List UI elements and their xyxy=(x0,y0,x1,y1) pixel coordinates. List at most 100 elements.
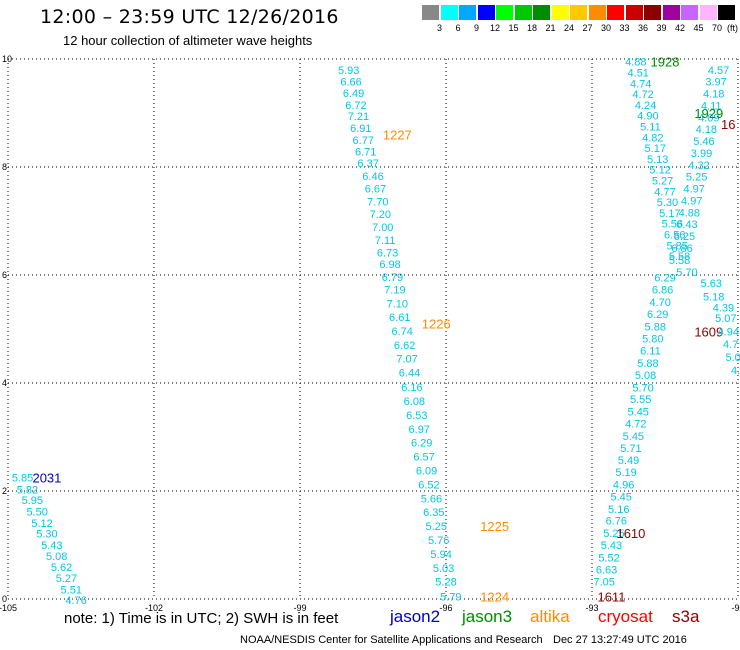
swh-value: 5.25 xyxy=(426,521,447,533)
legend-swatch xyxy=(662,5,680,20)
generation-timestamp: Dec 27 13:27:49 UTC 2016 xyxy=(553,634,687,646)
swh-value: 6.61 xyxy=(389,312,410,324)
legend-swatch-label: 18 xyxy=(526,23,537,33)
swh-value: 6.63 xyxy=(596,564,617,576)
lat-tick-label: 6 xyxy=(2,270,7,280)
swh-value: 6.29 xyxy=(647,309,668,321)
swh-value: 5.55 xyxy=(630,394,651,406)
swh-value: 4.11 xyxy=(701,100,722,112)
lon-tick-label: -105 xyxy=(0,603,17,613)
legend-unit-label: (ft) xyxy=(727,23,738,33)
swh-value: 5.45 xyxy=(628,407,649,419)
legend-swatch xyxy=(718,5,735,20)
swh-value: 6.44 xyxy=(399,368,420,380)
pass-time-label: 1227 xyxy=(383,128,412,143)
swh-value: 5.88 xyxy=(637,358,658,370)
satellite-legend-cryosat: cryosat xyxy=(598,607,653,626)
track-s3a: 4.395.07 4.944.75.04. 5.63 5.18 16 xyxy=(701,117,740,377)
legend-swatch-label: 42 xyxy=(674,23,685,33)
swh-value: 4.7 xyxy=(723,339,738,351)
swh-value: 6.98 xyxy=(379,259,400,271)
track-altika: 5.94 5.03 5.28 5.79 1224 xyxy=(430,549,509,604)
legend-swatch-label: 24 xyxy=(563,23,574,33)
swh-value: 7.20 xyxy=(370,209,391,221)
lat-tick-label: 8 xyxy=(2,162,7,172)
swh-value: 5.30 xyxy=(36,529,57,541)
legend-swatch-label: 6 xyxy=(455,23,461,33)
swh-value: 4. xyxy=(731,365,740,377)
swh-value: 6.72 xyxy=(345,100,366,112)
swh-value: 5.51 xyxy=(61,584,82,596)
swh-value: 6.91 xyxy=(350,123,371,135)
swh-value: 6.52 xyxy=(418,480,439,492)
swh-value: 5.82 xyxy=(17,484,38,496)
lat-tick-label: 4 xyxy=(2,378,7,388)
swh-value: 7.07 xyxy=(396,354,417,366)
swh-color-legend: 3 6 9 12 15 18 21 24 27 30 33 36 39 42 45 70 (ft) xyxy=(422,5,740,35)
swh-value: 5.43 xyxy=(601,540,622,552)
swh-value: 7.10 xyxy=(387,299,408,311)
legend-swatch-label: 36 xyxy=(637,23,648,33)
legend-swatch xyxy=(644,5,661,20)
swh-value: 5.71 xyxy=(620,443,641,455)
swh-value: 6.29 xyxy=(411,437,432,449)
swh-value: 5.03 xyxy=(433,563,454,575)
legend-swatch-label: 3 xyxy=(436,23,442,33)
swh-value: 5.52 xyxy=(598,552,619,564)
satellite-legend-s3a: s3a xyxy=(672,607,700,626)
legend-swatch-label: 33 xyxy=(619,23,630,33)
swh-value: 5.79 xyxy=(440,591,461,603)
lon-tick-label: -102 xyxy=(145,603,163,613)
track-altika: 6.16 6.08 6.53 6.976.29 6.57 6.09 6.52 5.666.35… xyxy=(401,382,509,547)
legend-swatch xyxy=(681,5,698,20)
swh-value: 5.85 xyxy=(12,473,33,485)
swh-value: 5.08 xyxy=(635,370,656,382)
swh-value: 5.27 xyxy=(652,176,673,188)
swh-value: 5.63 xyxy=(701,278,722,290)
swh-value: 5.93 xyxy=(338,65,359,77)
track-cryosat: 1611 xyxy=(597,589,625,604)
swh-value: 6.09 xyxy=(416,465,437,477)
pass-time-label: 1609 xyxy=(694,325,723,340)
swh-value: 6.76 xyxy=(606,516,627,528)
swh-value: 4.72 xyxy=(632,89,653,101)
swh-value: 5.28 xyxy=(435,577,456,589)
swh-value: 5.11 xyxy=(640,122,661,134)
satellite-legend-jason2: jason2 xyxy=(390,607,441,626)
legend-swatch xyxy=(570,5,587,20)
track-cryosat: 6.296.864.706.295.885.806.115.885.085.70… xyxy=(613,273,723,492)
track-jason3: 4.884.514.744.724.244.905.114.825.175.13… xyxy=(625,55,690,263)
swh-value: 5.12 xyxy=(649,165,670,177)
lon-tick-label: -90 xyxy=(731,603,740,613)
axis-ticks: -105 -102 -99 -96 -93 -90 0 2 4 6 8 10 xyxy=(0,54,740,613)
swh-value: 4.09 xyxy=(698,112,719,124)
swh-value: 6.67 xyxy=(365,184,386,196)
swh-value: 6.86 xyxy=(671,243,692,255)
swh-value: 6.37 xyxy=(357,158,378,170)
satellite-legend-altika: altika xyxy=(530,607,570,626)
legend-swatch-label: 21 xyxy=(545,23,556,33)
swh-value: 4.97 xyxy=(681,195,702,207)
legend-swatch xyxy=(496,5,513,20)
pass-time-label: 2031 xyxy=(32,471,61,486)
swh-value: 7.19 xyxy=(384,285,405,297)
swh-value: 4.18 xyxy=(703,89,724,101)
swh-value: 4.51 xyxy=(628,68,649,80)
swh-value: 4.72 xyxy=(625,419,646,431)
swh-value: 5.25 xyxy=(686,172,707,184)
swh-value: 4.39 xyxy=(713,302,734,314)
swh-value: 5.17 xyxy=(645,143,666,155)
swh-value: 5.08 xyxy=(46,551,67,563)
swh-value: 5.17 xyxy=(659,208,680,220)
swh-value: 4.24 xyxy=(635,100,656,112)
swh-value: 7.05 xyxy=(593,577,614,589)
lat-tick-label: 0 xyxy=(2,594,7,604)
swh-value: 6.86 xyxy=(652,285,673,297)
pass-time-label: 1929 xyxy=(694,106,723,121)
swh-value: 5.70 xyxy=(632,382,653,394)
swh-value: 4.94 xyxy=(718,327,739,339)
swh-value: 6.35 xyxy=(423,507,444,519)
credit-text: NOAA/NESDIS Center for Satellite Applica… xyxy=(240,634,543,646)
legend-swatch-label: 30 xyxy=(600,23,611,33)
swh-value: 5.80 xyxy=(642,334,663,346)
